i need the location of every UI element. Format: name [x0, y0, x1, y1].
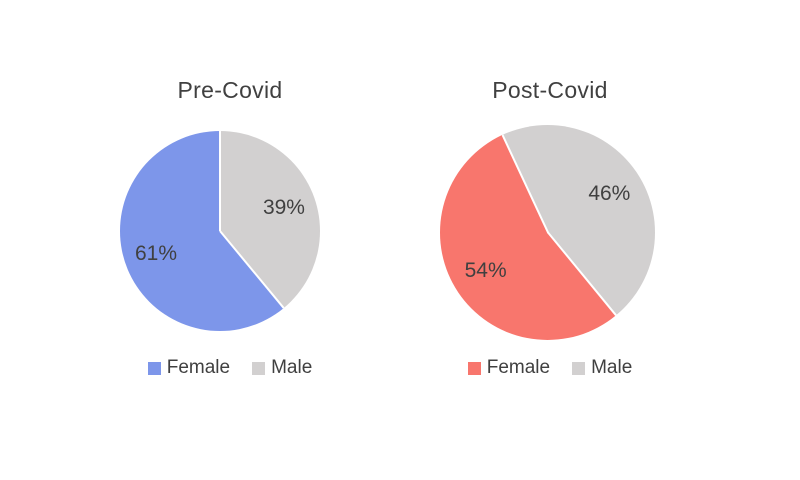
legend-post-covid: Female Male — [350, 357, 750, 379]
chart-pre-covid: Pre-Covid 39% 61% Female Male — [30, 70, 430, 390]
chart-title-post-covid: Post-Covid — [492, 77, 608, 103]
legend-pre-covid: Female Male — [30, 357, 430, 379]
legend-label-male: Male — [591, 357, 633, 378]
slice-divider — [219, 131, 221, 231]
legend-item-male: Male — [572, 357, 632, 379]
legend-item-female: Female — [467, 357, 551, 379]
slice-divider — [219, 230, 285, 309]
slice-divider — [546, 231, 617, 317]
slice-divider — [501, 134, 549, 233]
slice-label-female: 61% — [135, 242, 178, 266]
legend-label-female: Female — [166, 357, 231, 378]
chart-title-pre-covid: Pre-Covid — [177, 77, 283, 103]
legend-label-male: Male — [271, 357, 313, 378]
pie-post-covid: 46% 54% — [440, 125, 655, 340]
legend-swatch-female — [467, 361, 481, 375]
slice-label-female: 54% — [464, 259, 507, 283]
legend-label-female: Female — [486, 357, 551, 378]
legend-item-female: Female — [147, 357, 231, 379]
chart-post-covid: Post-Covid 46% 54% Female Male — [350, 70, 750, 390]
legend-swatch-male — [572, 361, 586, 375]
slice-label-male: 46% — [588, 181, 631, 205]
pie-pre-covid: 39% 61% — [120, 131, 320, 331]
legend-swatch-female — [147, 361, 161, 375]
legend-item-male: Male — [252, 357, 312, 379]
legend-swatch-male — [252, 361, 266, 375]
slice-label-male: 39% — [262, 195, 305, 219]
